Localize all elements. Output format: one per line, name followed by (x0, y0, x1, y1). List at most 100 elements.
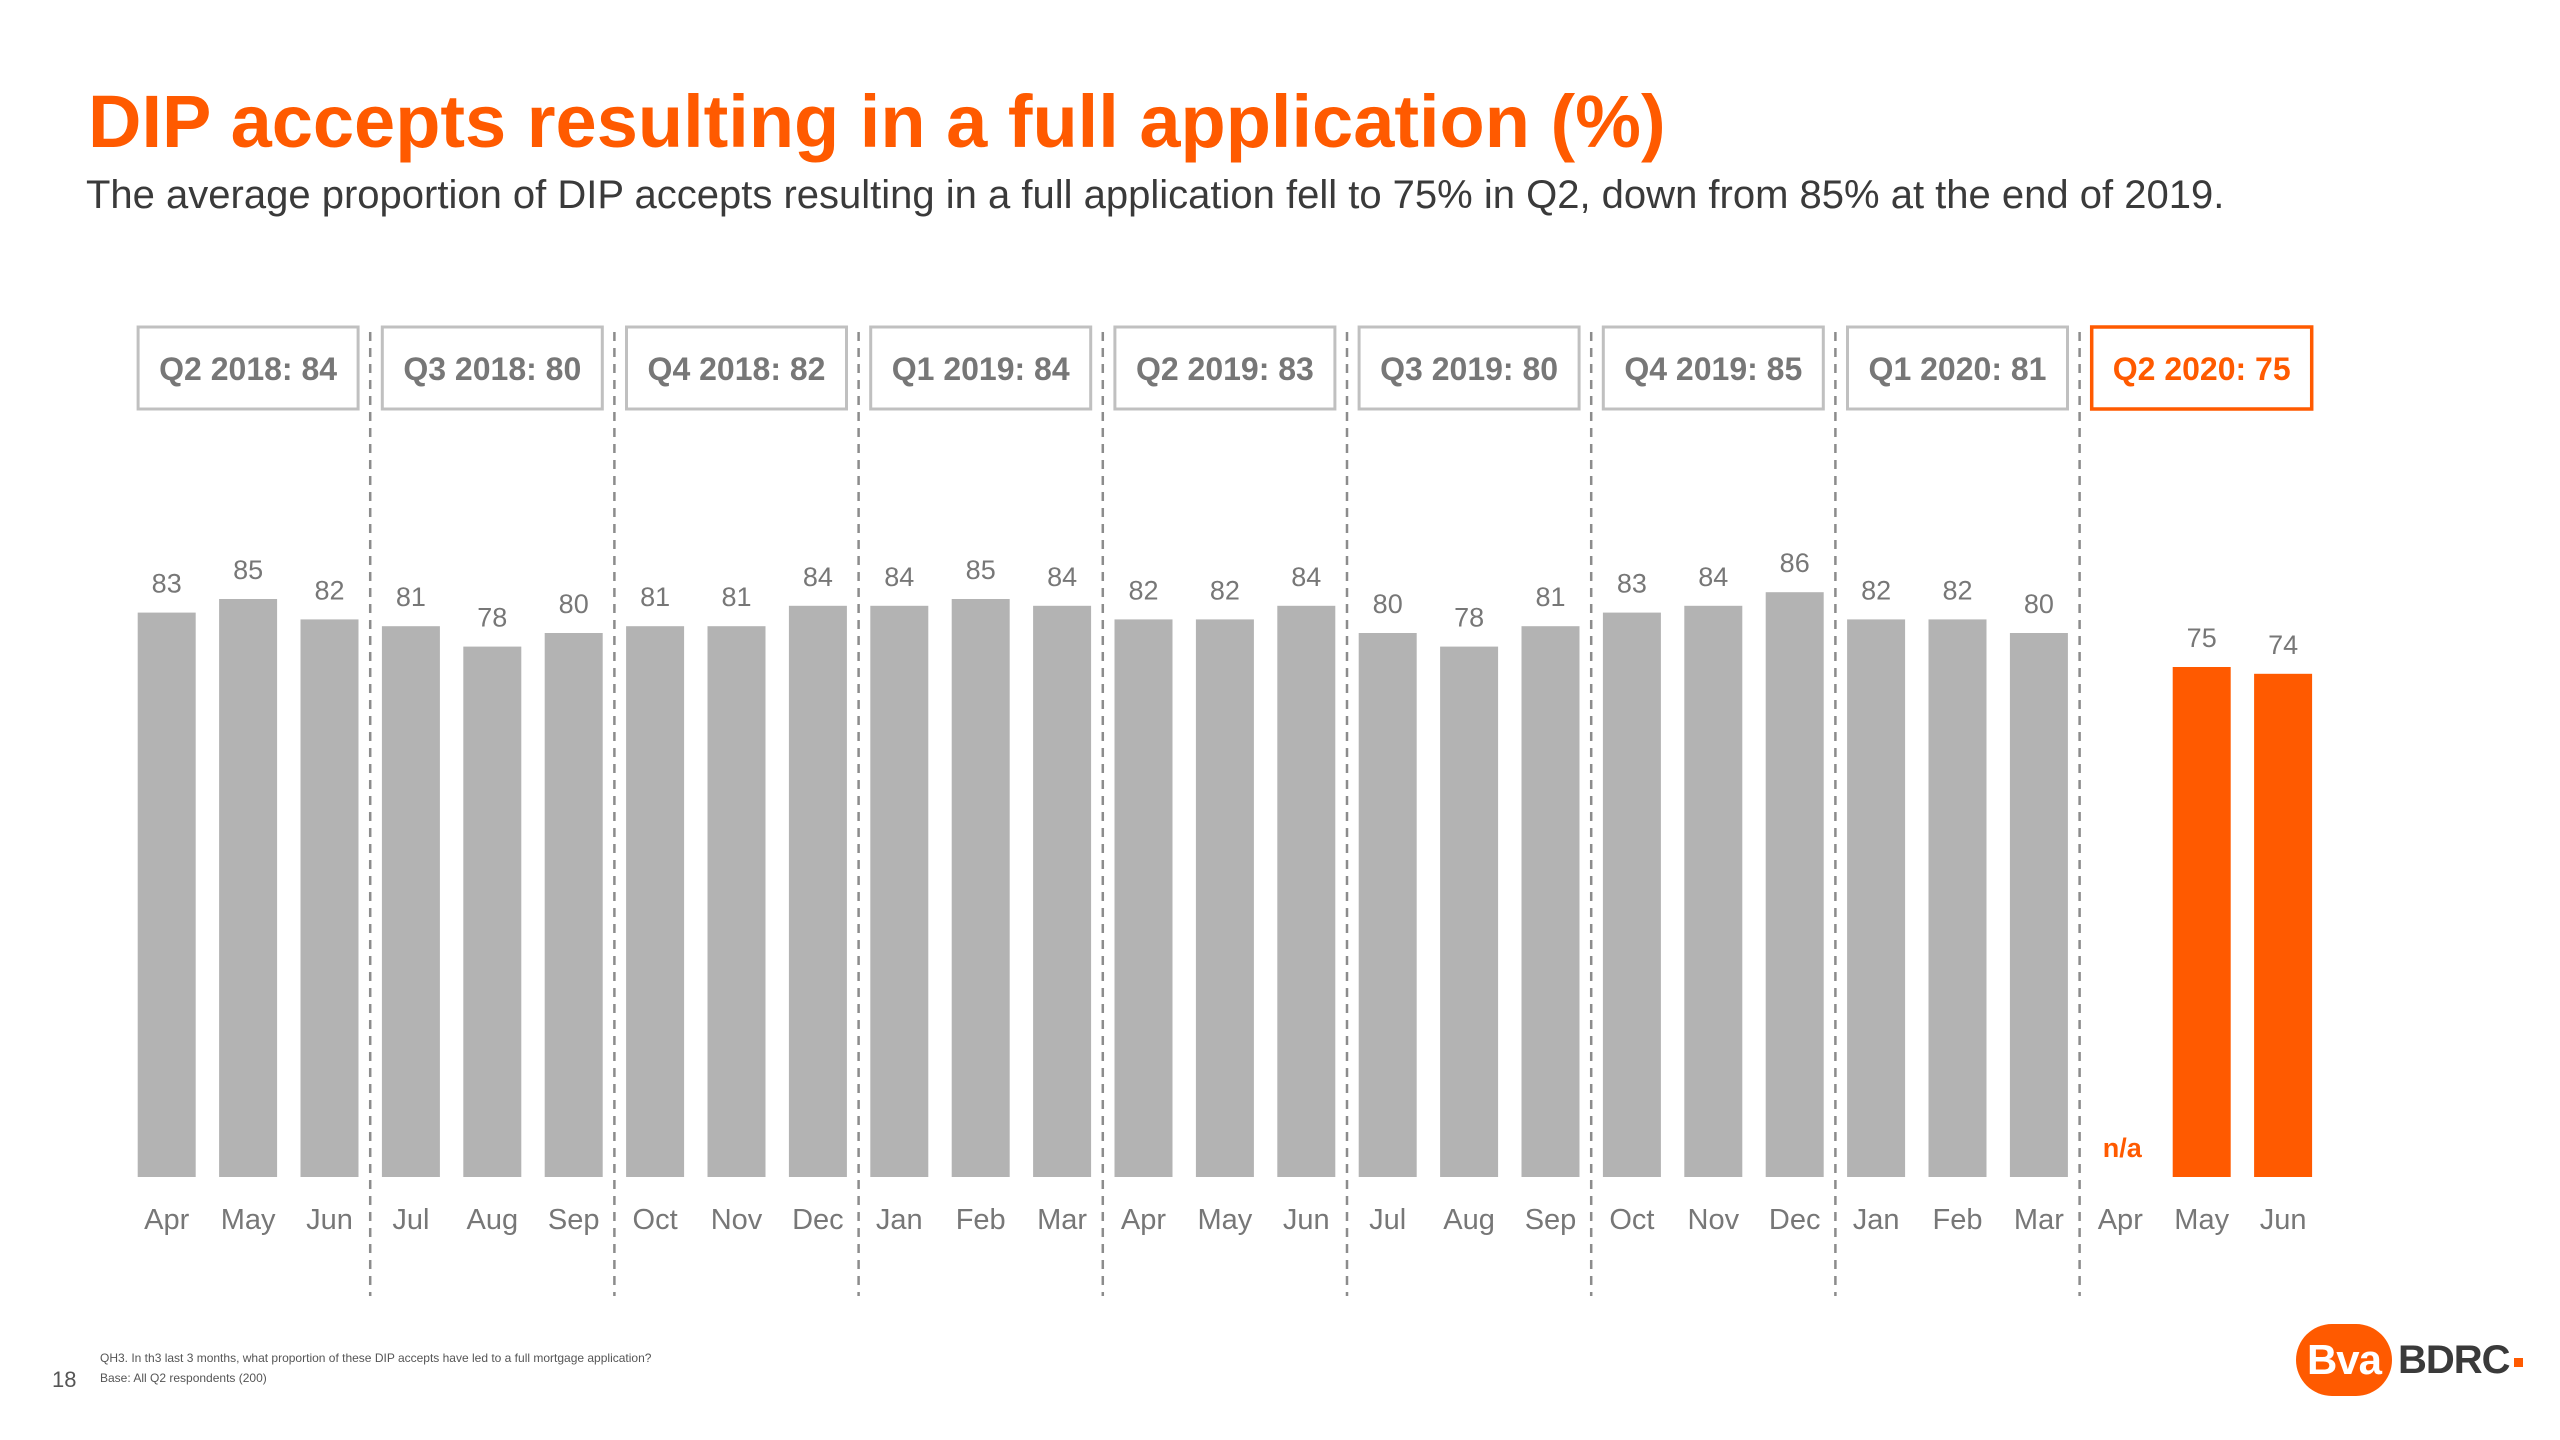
bar (1521, 626, 1580, 1177)
quarter-summary-box (2089, 325, 2314, 411)
quarter-summary-label: Q1 2019: 84 (892, 351, 1070, 387)
quarter-summary-label: Q4 2019: 85 (1624, 351, 1802, 387)
x-tick-label: Dec (792, 1204, 844, 1236)
data-label: 82 (314, 575, 344, 605)
data-label: 84 (1047, 562, 1077, 592)
x-tick-label: Feb (956, 1204, 1006, 1236)
bar (1358, 633, 1417, 1177)
data-label: 85 (233, 555, 263, 585)
x-tick-label: Sep (1525, 1204, 1577, 1236)
page-number: 18 (52, 1367, 77, 1392)
logo-wordmark: BDRC (2398, 1337, 2511, 1382)
bar (1195, 619, 1254, 1177)
quarter-summary-box (1113, 325, 1337, 411)
x-tick-label: Sep (548, 1204, 600, 1236)
x-tick-label: May (2174, 1204, 2229, 1236)
x-tick-label: Apr (144, 1204, 189, 1236)
bar (2254, 673, 2313, 1177)
data-label: 81 (1535, 582, 1565, 612)
data-label: 75 (2187, 623, 2217, 653)
bar (1114, 619, 1173, 1177)
page-title: DIP accepts resulting in a full applicat… (88, 80, 1666, 163)
data-label: 86 (1780, 548, 1810, 578)
data-label: 84 (1698, 562, 1728, 592)
quarter-summary-label: Q3 2019: 80 (1380, 351, 1558, 387)
quarter-summary-label: Q3 2018: 80 (403, 351, 581, 387)
bar (1847, 619, 1906, 1177)
bar (137, 612, 196, 1177)
bar (2009, 633, 2068, 1177)
data-label: 82 (1210, 575, 1240, 605)
x-tick-label: Aug (466, 1204, 518, 1236)
data-label: 74 (2268, 630, 2298, 660)
x-tick-label: Jul (392, 1204, 429, 1236)
x-tick-label: Oct (1609, 1204, 1654, 1236)
bar (381, 626, 440, 1177)
data-label: 80 (559, 589, 589, 619)
footnote-base: Base: All Q2 respondents (200) (100, 1371, 267, 1385)
quarter-summary-label: Q4 2018: 82 (648, 351, 826, 387)
logo-badge: Bva (2296, 1324, 2392, 1396)
bar (1440, 646, 1499, 1177)
x-tick-label: Jan (1853, 1204, 1900, 1236)
data-label: 82 (1861, 575, 1891, 605)
bar (788, 605, 847, 1177)
bar (2172, 667, 2231, 1177)
bar (463, 646, 522, 1177)
data-label: 80 (1373, 589, 1403, 619)
page-subtitle: The average proportion of DIP accepts re… (86, 173, 2225, 217)
x-tick-label: Nov (711, 1204, 763, 1236)
data-label: 78 (1454, 603, 1484, 633)
data-label: 84 (884, 562, 914, 592)
quarter-summary-label: Q2 2020: 75 (2113, 351, 2291, 387)
bar (1277, 605, 1336, 1177)
x-tick-label: May (1198, 1204, 1253, 1236)
x-tick-label: Apr (2098, 1204, 2143, 1236)
x-tick-label: Jun (1283, 1204, 1330, 1236)
x-tick-label: Jun (306, 1204, 353, 1236)
data-label-missing: n/a (2103, 1133, 2143, 1163)
footnote-question: QH3. In th3 last 3 months, what proporti… (100, 1351, 652, 1365)
data-label: 83 (1617, 569, 1647, 599)
quarter-summary-label: Q2 2018: 84 (159, 351, 337, 387)
data-label: 83 (152, 569, 182, 599)
bar (626, 626, 685, 1177)
bar (544, 633, 603, 1177)
x-tick-label: Mar (1037, 1204, 1087, 1236)
bar (1033, 605, 1092, 1177)
x-tick-label: Dec (1769, 1204, 1821, 1236)
bar (1602, 612, 1661, 1177)
logo-dot (2513, 1357, 2523, 1367)
bar (300, 619, 359, 1177)
quarter-summary-label: Q1 2020: 81 (1869, 351, 2047, 387)
quarter-summary-box (869, 325, 1093, 411)
data-label: 85 (966, 555, 996, 585)
quarter-summary-box (625, 325, 848, 411)
x-tick-label: Jan (876, 1204, 923, 1236)
bar (1684, 605, 1743, 1177)
quarter-summary-box (136, 325, 360, 411)
data-label: 81 (396, 582, 426, 612)
company-logo: Bva BDRC (2296, 1322, 2523, 1398)
data-label: 84 (803, 562, 833, 592)
data-label: 81 (721, 582, 751, 612)
data-label: 84 (1291, 562, 1321, 592)
x-tick-label: Aug (1443, 1204, 1495, 1236)
quarter-summary-box (1846, 325, 2069, 411)
data-label: 81 (640, 582, 670, 612)
x-tick-label: Jul (1369, 1204, 1406, 1236)
footnote: QH3. In th3 last 3 months, what proporti… (100, 1348, 651, 1388)
bar (1928, 619, 1987, 1177)
data-label: 80 (2024, 589, 2054, 619)
x-tick-label: Apr (1121, 1204, 1166, 1236)
quarter-summary-box (1601, 325, 1825, 411)
data-label: 82 (1128, 575, 1158, 605)
data-label: 78 (477, 603, 507, 633)
bar (870, 605, 929, 1177)
bar (219, 599, 278, 1177)
quarter-summary-box (1357, 325, 1581, 411)
x-tick-label: Jun (2260, 1204, 2307, 1236)
x-tick-label: May (221, 1204, 276, 1236)
